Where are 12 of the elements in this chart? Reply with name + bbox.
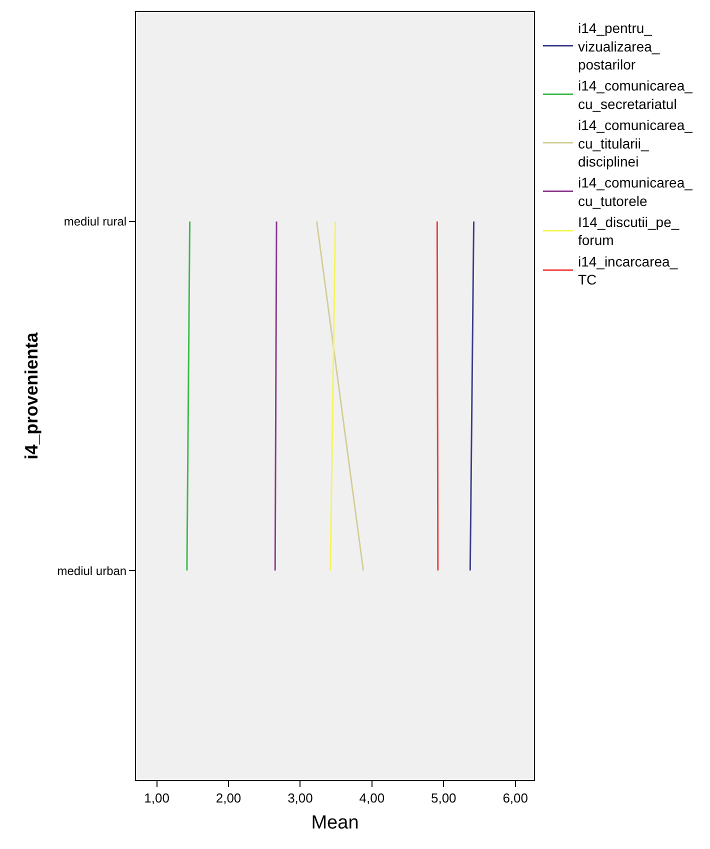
- x-tick-label: 6,00: [502, 790, 528, 806]
- x-tick-label: 5,00: [430, 790, 456, 806]
- x-tick-label: 4,00: [359, 790, 385, 806]
- y-tick-label: mediul urban: [57, 564, 127, 578]
- x-tick-label: 2,00: [216, 790, 242, 806]
- legend-label: i14_comunicarea_cu_tutorele: [578, 174, 693, 209]
- x-tick-label: 1,00: [144, 790, 170, 806]
- legend-label: i14_incarcarea_TC: [578, 253, 678, 288]
- x-tick-label: 3,00: [288, 790, 313, 806]
- x-axis-title: Mean: [311, 812, 359, 834]
- y-axis-title: i4_provenienta: [21, 331, 42, 460]
- y-tick-label: mediul rural: [64, 214, 127, 229]
